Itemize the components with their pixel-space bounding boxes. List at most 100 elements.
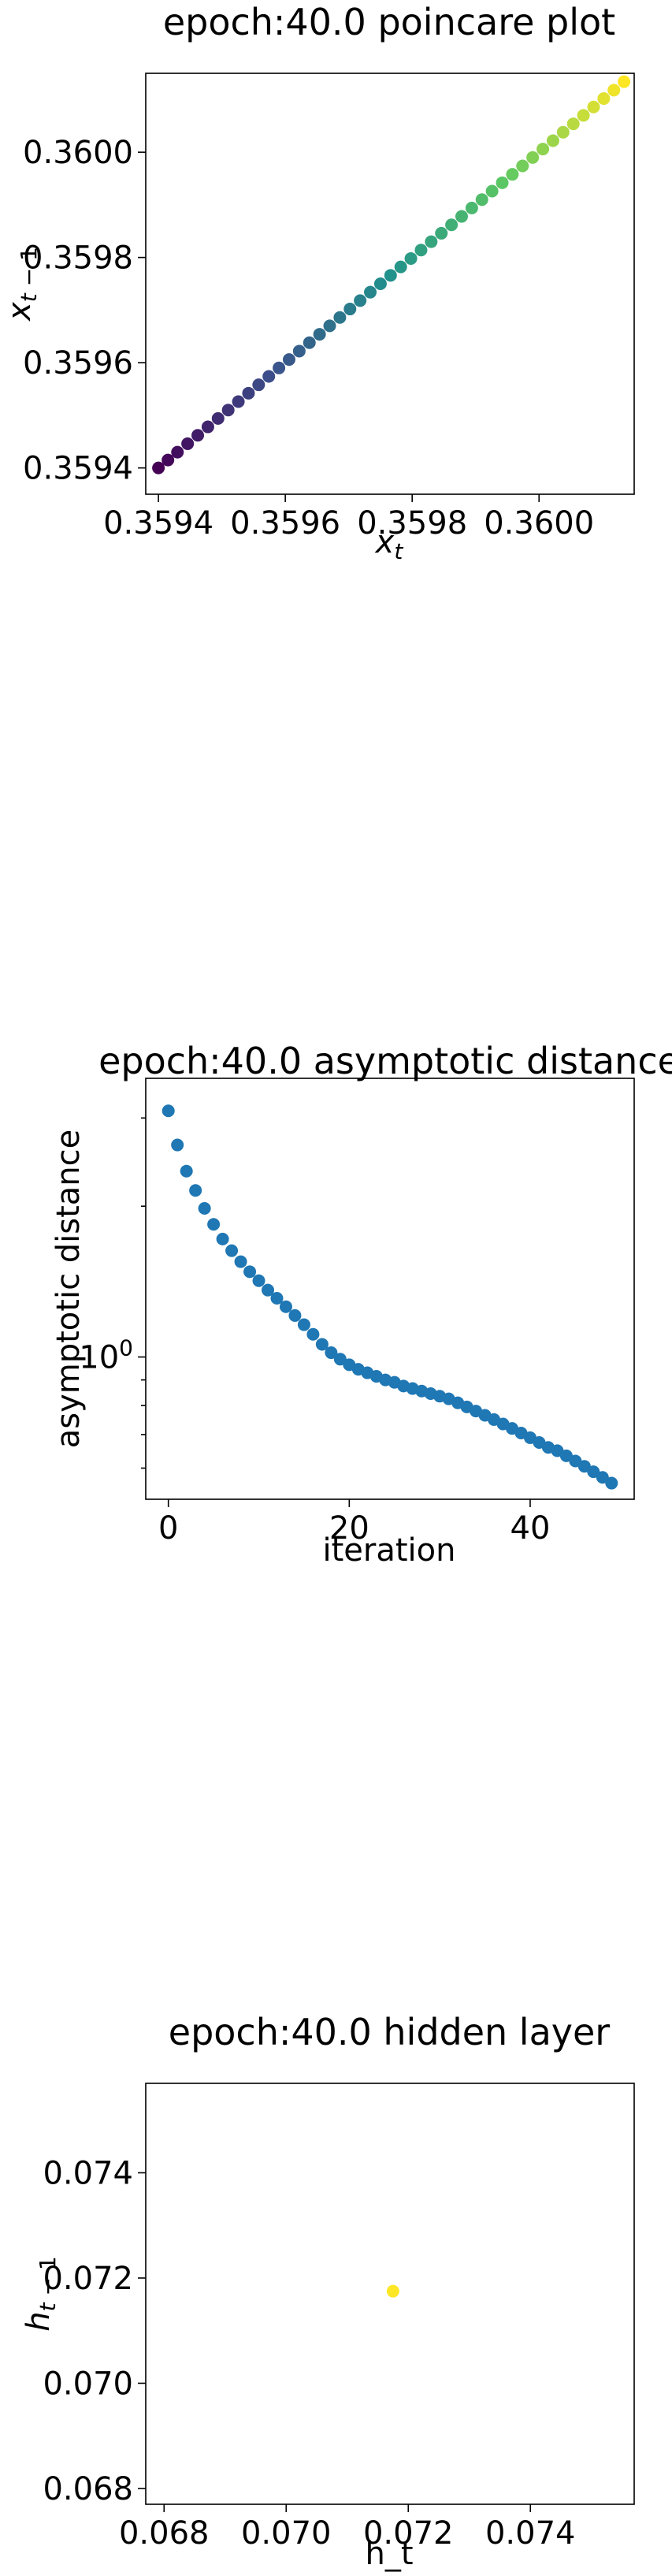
data-point xyxy=(279,1300,292,1313)
data-point xyxy=(198,1201,211,1215)
data-point xyxy=(162,1104,175,1118)
data-point xyxy=(262,370,276,383)
x-tick-label: 0.3594 xyxy=(103,505,213,542)
plot-frame xyxy=(145,2083,635,2505)
data-point xyxy=(191,429,205,442)
data-point xyxy=(225,1244,239,1257)
data-point xyxy=(566,117,580,131)
x-axis-ticks: 0 20 40 xyxy=(158,1499,550,1547)
data-point xyxy=(270,1291,284,1305)
data-point xyxy=(373,277,387,290)
x-tick-label: 0.3600 xyxy=(484,505,594,542)
x-tick-label: 0.074 xyxy=(485,2515,576,2552)
data-point xyxy=(597,92,611,106)
data-point xyxy=(297,1318,310,1331)
data-point xyxy=(313,328,326,341)
data-point xyxy=(242,386,255,400)
data-point xyxy=(181,437,195,450)
y-tick-label: 0.070 xyxy=(43,2366,133,2402)
data-point xyxy=(252,378,265,392)
y-tick-label: 0.3596 xyxy=(23,345,133,382)
data-point xyxy=(425,235,438,248)
data-point xyxy=(216,1232,229,1245)
data-point xyxy=(282,353,295,367)
chart-title: epoch:40.0 poincare plot xyxy=(163,1,615,43)
x-tick-label: 0.3598 xyxy=(357,505,467,542)
x-tick-label: 0 xyxy=(158,1510,178,1547)
data-point xyxy=(556,125,570,139)
data-point xyxy=(288,1308,302,1322)
data-point xyxy=(516,159,529,173)
asymptotic-distance-chart: epoch:40.0 asymptotic distance 0 20 40 100… xyxy=(50,1040,672,1569)
data-point xyxy=(221,404,235,417)
data-point xyxy=(232,395,245,408)
plot-frame xyxy=(145,1078,635,1500)
data-point xyxy=(596,1471,609,1484)
data-point xyxy=(546,134,559,147)
data-point xyxy=(605,1476,618,1490)
data-point xyxy=(162,453,175,467)
data-point xyxy=(536,143,550,156)
data-point xyxy=(207,1218,221,1231)
data-point xyxy=(325,1346,338,1360)
y-tick-label: 0.3598 xyxy=(23,240,133,277)
y-tick-label: 0.068 xyxy=(43,2471,133,2507)
y-axis-label: xt − 1 xyxy=(2,247,42,322)
data-point xyxy=(323,319,336,333)
data-point xyxy=(180,1164,193,1178)
data-point xyxy=(262,1283,274,1297)
data-point xyxy=(243,1265,257,1279)
data-point xyxy=(386,2284,399,2298)
data-point xyxy=(171,1138,184,1152)
x-tick-label: 0.070 xyxy=(241,2515,332,2552)
y-axis-label: asymptotic distance xyxy=(50,1130,87,1449)
data-point xyxy=(404,251,418,265)
data-point xyxy=(587,1465,600,1479)
data-points xyxy=(152,75,631,475)
data-point xyxy=(485,184,499,198)
x-tick-label: 20 xyxy=(329,1510,369,1547)
chart-title: epoch:40.0 hidden layer xyxy=(169,2011,611,2053)
data-point xyxy=(211,411,225,425)
y-tick-label: 0.074 xyxy=(43,2155,133,2191)
x-axis-ticks: 0.3594 0.3596 0.3598 0.3600 xyxy=(103,494,594,542)
data-point xyxy=(343,303,357,316)
data-point xyxy=(475,193,488,207)
data-point xyxy=(333,1353,347,1366)
y-tick-label: 0.072 xyxy=(43,2261,133,2297)
data-point xyxy=(333,311,347,324)
data-point xyxy=(201,420,214,434)
x-axis-label: iteration xyxy=(323,1532,456,1569)
data-point xyxy=(252,1274,265,1287)
y-axis-ticks: 100 xyxy=(79,1117,146,1469)
data-point xyxy=(506,168,519,181)
data-point xyxy=(315,1338,329,1351)
y-axis-ticks: 0.068 0.070 0.072 0.074 xyxy=(43,2155,146,2507)
data-point xyxy=(292,344,306,358)
data-point xyxy=(384,269,397,282)
poincare-plot-chart: epoch:40.0 poincare plot 0.3594 0.3596 0.3… xyxy=(2,1,635,564)
y-axis-ticks: 0.3594 0.3596 0.3598 0.3600 xyxy=(23,135,146,487)
data-point xyxy=(587,100,600,114)
data-point xyxy=(526,151,540,164)
data-point xyxy=(607,84,621,97)
x-axis-label: h_t xyxy=(365,2536,413,2572)
data-point xyxy=(152,461,165,475)
y-tick-label: 0.3600 xyxy=(23,135,133,171)
data-point xyxy=(171,445,184,459)
data-point xyxy=(577,109,590,122)
data-point xyxy=(465,201,478,214)
data-point xyxy=(455,210,468,223)
data-point xyxy=(496,176,509,189)
hidden-layer-chart: epoch:40.0 hidden layer 0.068 0.070 0.072 0… xyxy=(20,2011,635,2572)
data-point xyxy=(273,361,286,374)
x-tick-label: 0.072 xyxy=(363,2515,454,2552)
chart-title: epoch:40.0 asymptotic distance xyxy=(98,1040,672,1082)
y-axis-label: ht − 1 xyxy=(20,2256,61,2331)
data-point xyxy=(445,218,459,232)
plot-frame xyxy=(145,73,635,495)
data-point xyxy=(303,336,316,349)
data-point xyxy=(414,244,428,257)
x-tick-label: 0.068 xyxy=(119,2515,210,2552)
